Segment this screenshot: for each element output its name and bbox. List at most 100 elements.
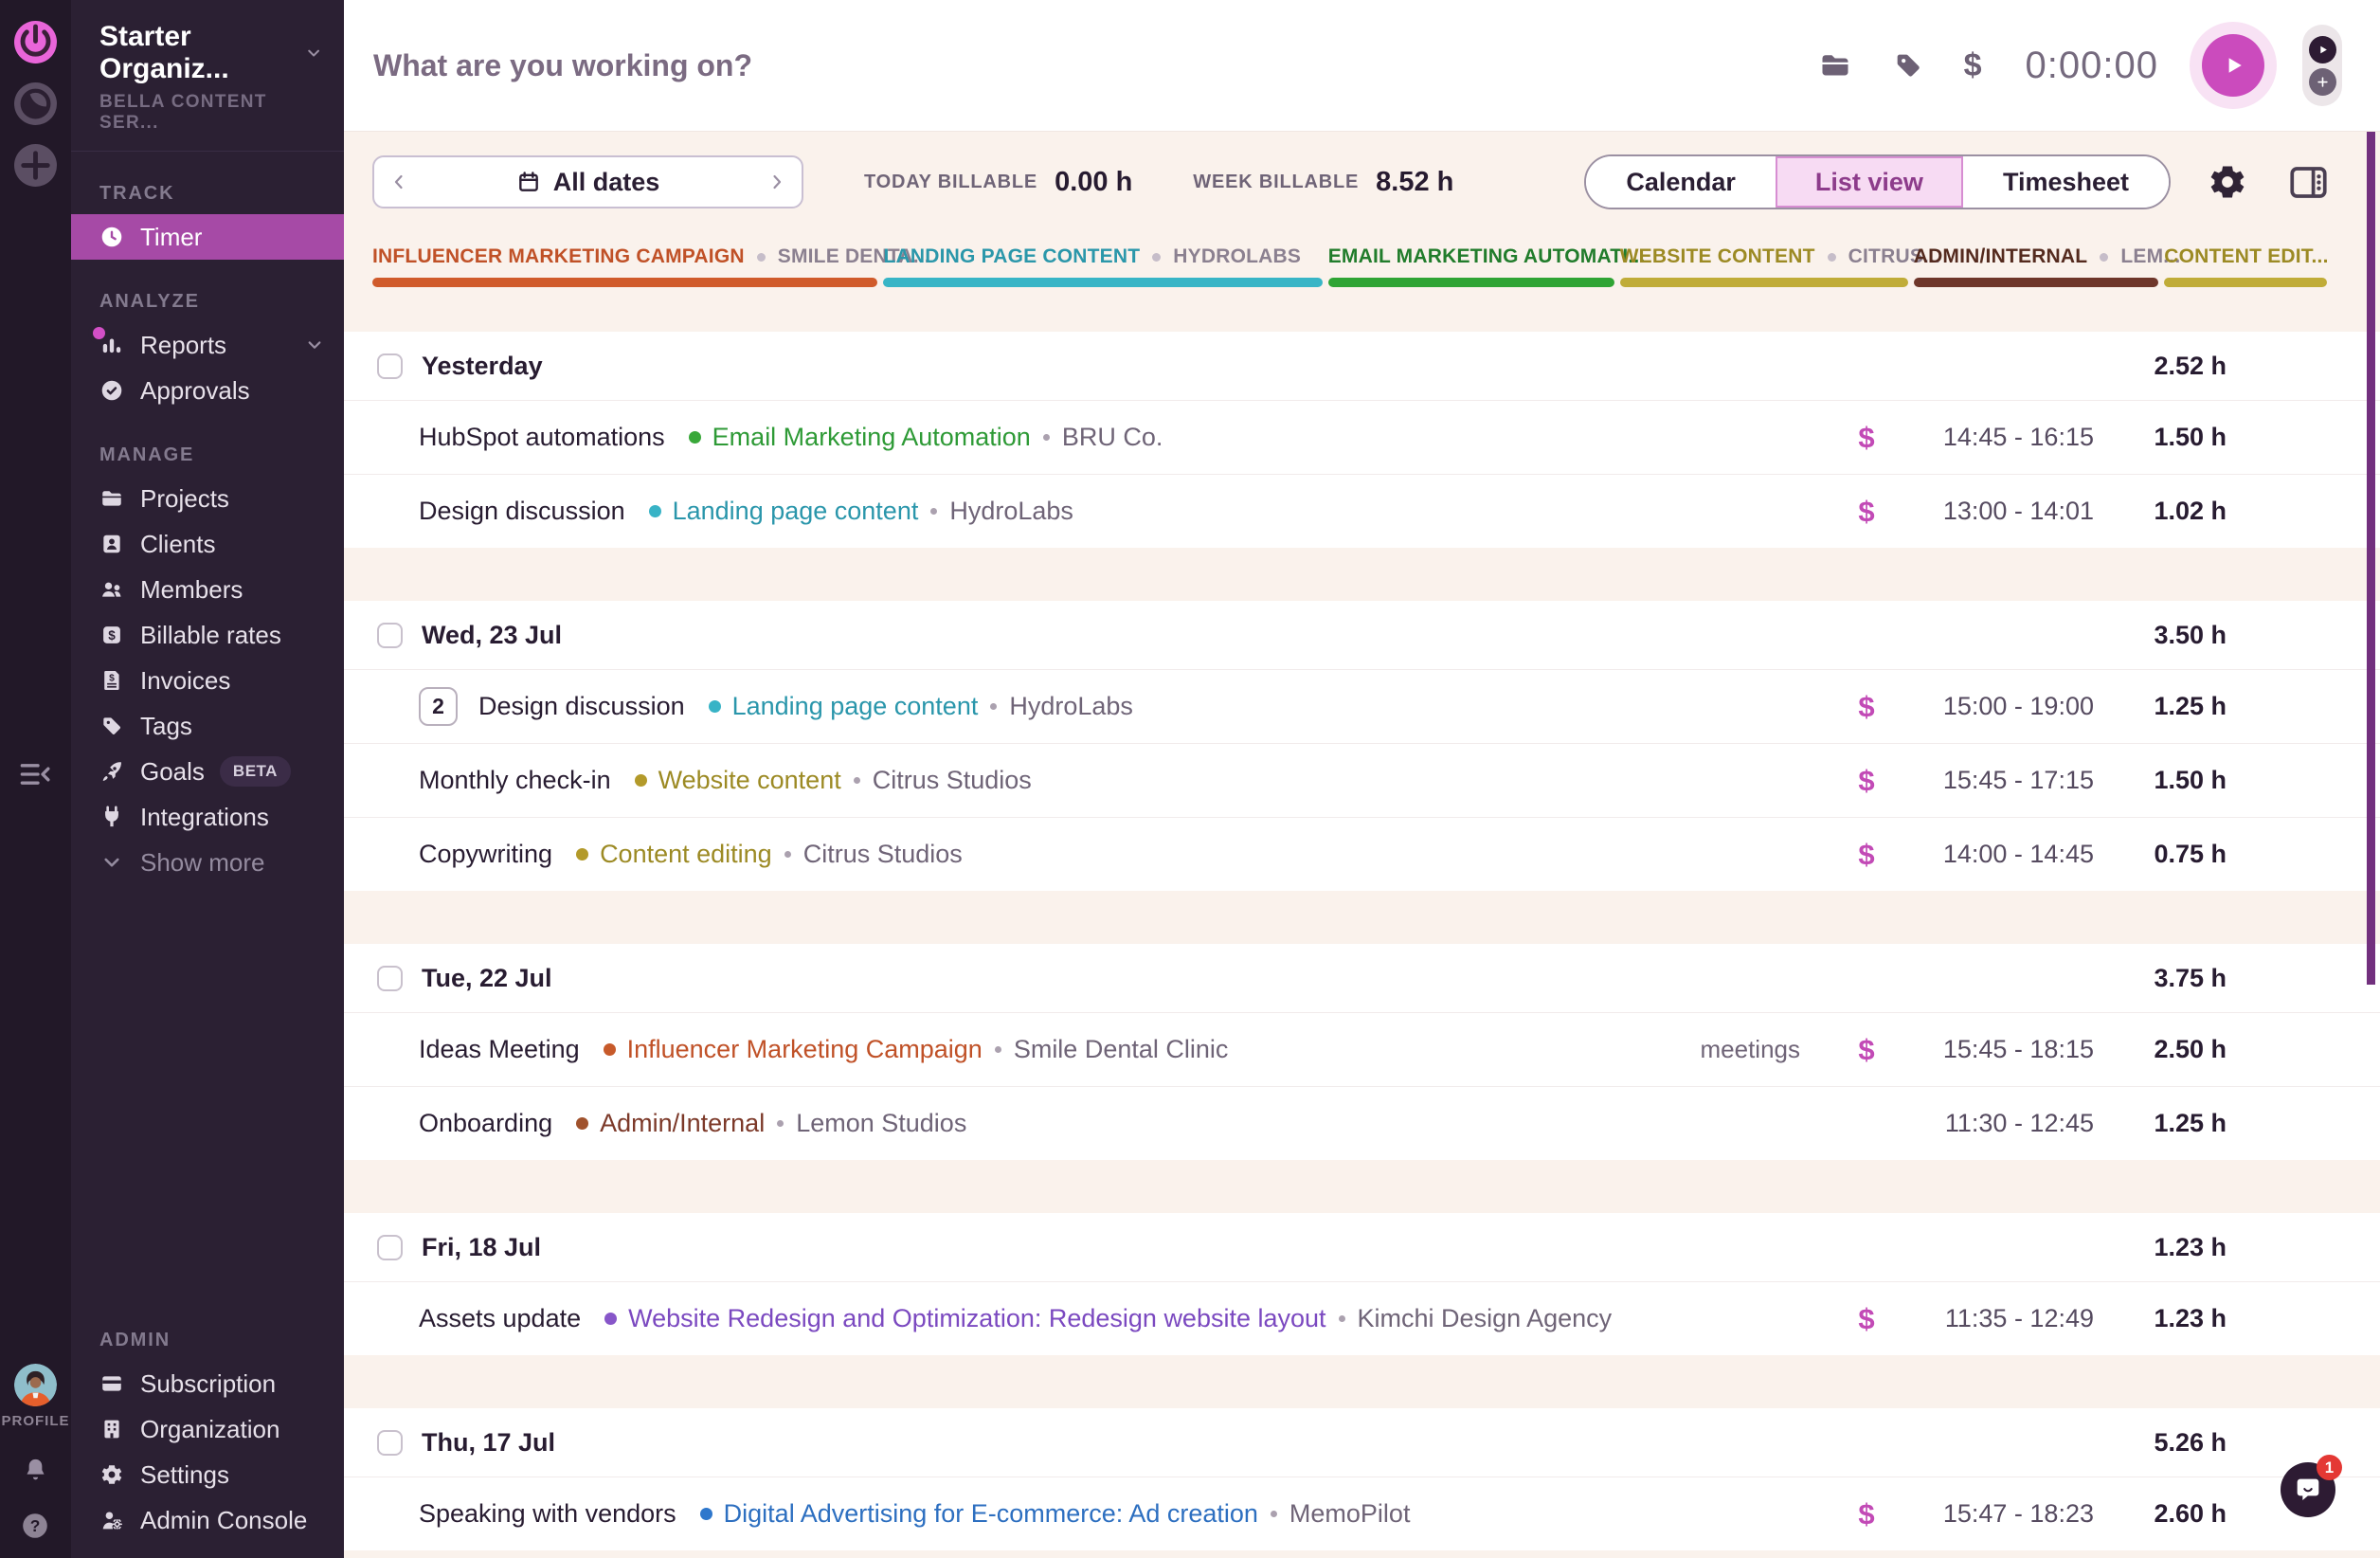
billable-icon[interactable]: $ <box>1858 1032 1875 1066</box>
view-tab-list-view[interactable]: List view <box>1775 156 1963 208</box>
entry-duration[interactable]: 1.50 h <box>2154 766 2227 794</box>
time-entry-row[interactable]: Assets update Website Redesign and Optimi… <box>344 1281 2380 1355</box>
billable-icon[interactable]: $ <box>1858 837 1875 871</box>
time-entry-row[interactable]: Speaking with vendors Digital Advertising… <box>344 1476 2380 1550</box>
sidebar-item-approvals[interactable]: Approvals <box>71 368 344 413</box>
billable-icon[interactable]: $ <box>1858 763 1875 797</box>
entry-description[interactable]: HubSpot automations <box>419 423 665 451</box>
select-day-checkbox[interactable] <box>377 1234 403 1260</box>
profile-avatar[interactable] <box>13 1364 57 1406</box>
sidebar-item-settings[interactable]: Settings <box>71 1452 344 1497</box>
select-day-checkbox[interactable] <box>377 353 403 379</box>
entry-time-range[interactable]: 11:30 - 12:45 <box>1944 1109 2094 1137</box>
entry-description[interactable]: Design discussion <box>419 497 625 525</box>
manual-mode-button[interactable] <box>2308 67 2336 96</box>
entry-duration[interactable]: 1.23 h <box>2154 1304 2227 1332</box>
entry-project[interactable]: Website Redesign and Optimization: Redes… <box>628 1304 1326 1332</box>
entry-description[interactable]: Design discussion <box>478 692 685 720</box>
sidebar-item-projects[interactable]: Projects <box>71 476 344 521</box>
entry-time-range[interactable]: 13:00 - 14:01 <box>1942 497 2094 525</box>
sidebar-item-clients[interactable]: Clients <box>71 521 344 567</box>
scrollbar-thumb[interactable] <box>2367 132 2375 985</box>
view-tab-timesheet[interactable]: Timesheet <box>1962 156 2169 208</box>
billable-icon[interactable]: $ <box>1858 689 1875 723</box>
gear-icon[interactable] <box>2207 161 2248 203</box>
entry-description[interactable]: Ideas Meeting <box>419 1035 580 1063</box>
entry-duration[interactable]: 2.50 h <box>2154 1035 2227 1063</box>
entry-tags[interactable]: meetings <box>1700 1035 1801 1063</box>
workspace-switcher-button[interactable] <box>14 82 57 125</box>
entry-project[interactable]: Landing page content <box>672 497 919 525</box>
entry-project[interactable]: Email Marketing Automation <box>712 423 1031 451</box>
view-tab-calendar[interactable]: Calendar <box>1586 156 1776 208</box>
entry-time-range[interactable]: 15:47 - 18:23 <box>1942 1499 2094 1528</box>
organization-switcher[interactable]: Starter Organiz... BELLA CONTENT SER... <box>71 0 344 152</box>
sidebar-item-subscription[interactable]: Subscription <box>71 1361 344 1406</box>
entry-time-range[interactable]: 15:00 - 19:00 <box>1942 692 2094 720</box>
entry-project[interactable]: Admin/Internal <box>600 1109 766 1137</box>
date-range-button[interactable]: All dates <box>410 168 766 197</box>
billable-icon[interactable]: $ <box>1858 420 1875 454</box>
collapse-sidebar-icon[interactable] <box>14 755 57 793</box>
bell-icon[interactable] <box>21 1456 50 1485</box>
chevron-right-icon[interactable] <box>766 171 788 193</box>
project-segment-email-marketing-automati[interactable]: EMAIL MARKETING AUTOMATI... <box>1327 245 1645 302</box>
toggl-logo-icon[interactable] <box>14 21 57 63</box>
billable-icon[interactable]: $ <box>1858 1496 1875 1531</box>
entry-project[interactable]: Landing page content <box>731 692 979 720</box>
sidebar-item-goals[interactable]: Goals BETA <box>71 749 344 794</box>
chevron-left-icon[interactable] <box>388 171 410 193</box>
entry-description[interactable]: Assets update <box>419 1304 582 1332</box>
entry-time-range[interactable]: 15:45 - 18:15 <box>1942 1035 2094 1063</box>
select-tags-icon[interactable] <box>1892 49 1924 82</box>
help-icon[interactable]: ? <box>20 1511 50 1541</box>
time-entry-row[interactable]: HubSpot automations Email Marketing Autom… <box>344 400 2380 474</box>
time-entry-row[interactable]: Ideas Meeting Influencer Marketing Campai… <box>344 1012 2380 1086</box>
project-segment-landing-page-content[interactable]: LANDING PAGE CONTENT HYDROLABS <box>883 245 1327 302</box>
entry-project[interactable]: Influencer Marketing Campaign <box>626 1035 983 1063</box>
select-day-checkbox[interactable] <box>377 965 403 991</box>
entry-time-range[interactable]: 14:00 - 14:45 <box>1942 840 2094 868</box>
sidebar-item-timer[interactable]: Timer <box>71 214 344 260</box>
time-entry-row[interactable]: Design discussion Landing page content Hyd… <box>344 474 2380 548</box>
project-segment-content-edit[interactable]: CONTENT EDIT... <box>2164 245 2328 302</box>
sidebar-item-invoices[interactable]: $ Invoices <box>71 658 344 703</box>
sidebar-item-admin-console[interactable]: Admin Console <box>71 1497 344 1543</box>
sidebar-item-billable-rates[interactable]: $ Billable rates <box>71 612 344 658</box>
sidebar-item-integrations[interactable]: Integrations <box>71 794 344 840</box>
entry-duration[interactable]: 1.02 h <box>2154 497 2227 525</box>
entry-description[interactable]: Onboarding <box>419 1109 553 1137</box>
select-day-checkbox[interactable] <box>377 1429 403 1456</box>
entry-description[interactable]: Copywriting <box>419 840 553 868</box>
sidebar-item-organization[interactable]: Organization <box>71 1406 344 1452</box>
entry-duration[interactable]: 0.75 h <box>2154 840 2227 868</box>
project-segment-admin-internal[interactable]: ADMIN/INTERNAL LEM... <box>1913 245 2180 302</box>
start-timer-button[interactable] <box>2202 34 2264 97</box>
entry-time-range[interactable]: 14:45 - 16:15 <box>1942 423 2094 451</box>
entry-description[interactable]: Monthly check-in <box>419 766 611 794</box>
entry-time-range[interactable]: 15:45 - 17:15 <box>1942 766 2094 794</box>
project-segment-influencer-marketing-campaign[interactable]: INFLUENCER MARKETING CAMPAIGN SMILE DENTA… <box>372 245 930 302</box>
task-description-input[interactable]: What are you working on? <box>373 47 753 82</box>
select-project-icon[interactable] <box>1818 48 1852 82</box>
sidebar-item-members[interactable]: Members <box>71 567 344 612</box>
time-entry-row[interactable]: Monthly check-in Website content Citrus St… <box>344 743 2380 817</box>
billable-toggle-icon[interactable]: $ <box>1963 46 1982 83</box>
sidebar-item-reports[interactable]: Reports <box>71 322 344 368</box>
sidebar-item-show-more[interactable]: Show more <box>71 840 344 885</box>
entry-duration[interactable]: 1.50 h <box>2154 423 2227 451</box>
select-day-checkbox[interactable] <box>377 622 403 648</box>
entry-description[interactable]: Speaking with vendors <box>419 1499 676 1528</box>
time-entry-row[interactable]: Copywriting Content editing Citrus Studios… <box>344 817 2380 891</box>
side-panel-icon[interactable] <box>2286 160 2331 205</box>
timer-mode-button[interactable] <box>2308 35 2336 63</box>
time-entry-row[interactable]: 2 Design discussion Landing page content Hy… <box>344 669 2380 743</box>
billable-icon[interactable]: $ <box>1858 494 1875 528</box>
entry-group-count-badge[interactable]: 2 <box>419 687 458 726</box>
project-segment-website-content[interactable]: WEBSITE CONTENT CITRUS... <box>1619 245 1940 302</box>
entry-project[interactable]: Website content <box>658 766 841 794</box>
entry-duration[interactable]: 1.25 h <box>2154 1109 2227 1137</box>
entry-project[interactable]: Content editing <box>600 840 772 868</box>
entry-project[interactable]: Digital Advertising for E-commerce: Ad c… <box>723 1499 1258 1528</box>
